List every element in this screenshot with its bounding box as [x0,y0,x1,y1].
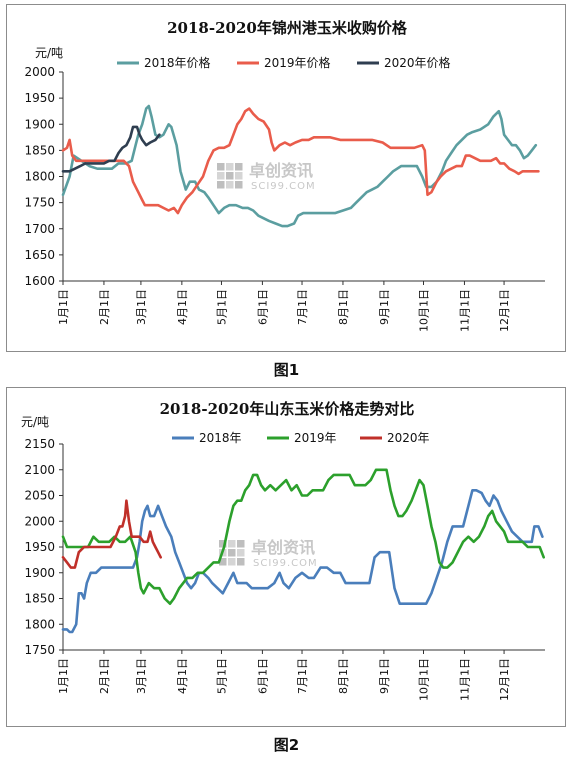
y-tick-label: 1650 [24,248,55,262]
legend-label: 2020年 [387,431,430,445]
watermark-logo-square [226,172,234,180]
y-tick-label: 1850 [24,143,55,157]
watermark-logo-square [226,163,234,171]
watermark-logo-square [226,181,234,189]
watermark-text: 卓创资讯 [249,161,313,180]
figure-1-caption: 图1 [273,361,300,379]
watermark-logo-square [228,549,236,557]
legend-label: 2019年价格 [264,55,331,70]
watermark-logo-square [217,172,225,180]
watermark-logo-square [235,163,243,171]
watermark-logo-square [217,181,225,189]
x-tick-label: 5月1日 [215,289,228,325]
x-tick-label: 3月1日 [135,289,148,325]
y-tick-label: 2150 [24,437,55,451]
x-tick-label: 11月1日 [458,289,471,332]
y-tick-label: 1900 [24,566,55,580]
x-tick-label: 12月1日 [498,289,511,332]
x-tick-label: 9月1日 [378,289,391,325]
x-tick-label: 8月1日 [337,289,350,325]
legend-label: 2020年价格 [384,55,451,70]
watermark-logo-square [237,540,245,548]
x-tick-label: 4月1日 [176,658,189,694]
watermark-logo-square [237,558,245,566]
y-tick-label: 1850 [24,592,55,606]
watermark-logo-square [237,549,245,557]
series-line-2019 [61,107,540,215]
y-tick-label: 1750 [24,643,55,657]
x-tick-label: 6月1日 [256,289,269,325]
x-tick-label: 1月1日 [57,658,70,694]
series-line-2018 [61,489,544,634]
y-tick-label: 1950 [24,540,55,554]
x-tick-label: 12月1日 [498,658,511,701]
y-tick-label: 1800 [24,617,55,631]
x-tick-label: 2月1日 [98,658,111,694]
watermark-subtext: SCI99.COM [251,181,316,192]
x-tick-label: 10月1日 [418,658,431,701]
watermark-logo-square [228,558,236,566]
x-tick-label: 1月1日 [57,289,70,325]
x-tick-label: 2月1日 [98,289,111,325]
watermark-logo-square [217,163,225,171]
y-tick-label: 2000 [24,65,55,79]
chart-2-panel: 2018-2020年山东玉米价格走势对比元/吨卓创资讯 SCI99.COM 1750… [6,387,566,727]
y-tick-label: 1750 [24,196,55,210]
y-tick-label: 1800 [24,170,55,184]
x-tick-label: 9月1日 [378,658,391,694]
chart-1-panel: 2018-2020年锦州港玉米收购价格 元/吨 卓创资讯 SCI99.COM 1600 1… [6,4,566,352]
y-tick-label: 1700 [24,222,55,236]
y-axis-unit: 元/吨 [35,46,63,60]
chart-title: 2018-2020年山东玉米价格走势对比 [160,400,415,418]
watermark-logo-square [228,540,236,548]
y-tick-label: 2050 [24,489,55,503]
x-tick-label: 3月1日 [135,658,148,694]
x-tick-label: 8月1日 [337,658,350,694]
x-tick-label: 6月1日 [256,658,269,694]
x-tick-label: 7月1日 [296,289,309,325]
series-line-2020 [61,125,161,173]
y-tick-label: 1600 [24,274,55,288]
y-tick-label: 2100 [24,463,55,477]
x-tick-label: 4月1日 [176,289,189,325]
series-line-2019 [61,468,545,605]
x-tick-label: 7月1日 [296,658,309,694]
figure-2-caption: 图2 [273,736,300,754]
y-tick-label: 1950 [24,91,55,105]
chart-1-svg: 2018-2020年锦州港玉米收购价格元/吨卓创资讯SCI99.COM16001… [24,19,545,332]
y-axis-unit: 元/吨 [21,415,49,429]
watermark-logo-square [219,540,227,548]
watermark-subtext: SCI99.COM [253,558,318,569]
watermark-logo-square [235,181,243,189]
x-tick-label: 11月1日 [458,658,471,701]
series-line-2020 [61,499,162,569]
x-tick-label: 5月1日 [215,658,228,694]
y-tick-label: 2000 [24,514,55,528]
x-tick-label: 10月1日 [418,289,431,332]
watermark-logo-square [235,172,243,180]
legend-label: 2018年价格 [144,55,211,70]
watermark-text: 卓创资讯 [251,538,315,557]
watermark-logo-square [219,558,227,566]
chart-title: 2018-2020年锦州港玉米收购价格 [167,19,408,37]
series-line-2018 [61,104,538,228]
y-tick-label: 1900 [24,117,55,131]
legend-label: 2018年 [199,431,242,445]
legend-label: 2019年 [294,431,337,445]
